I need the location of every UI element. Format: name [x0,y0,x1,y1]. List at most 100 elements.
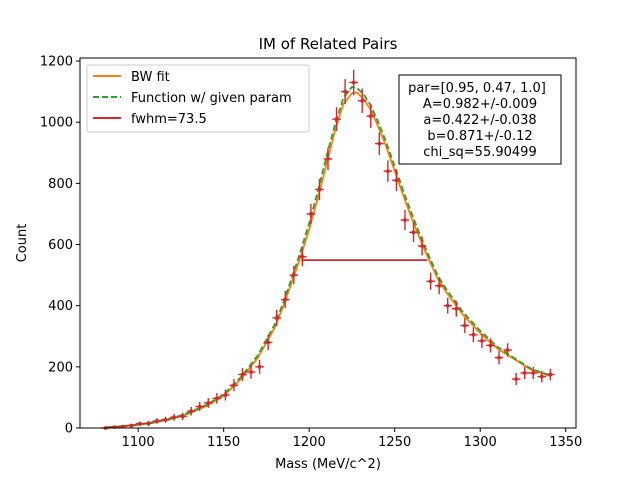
data-point-marker [343,90,347,94]
data-point-marker [420,244,424,248]
data-point [152,418,162,424]
x-tick-label: 1250 [378,435,411,450]
annotation-box [398,74,562,165]
data-point [238,368,247,381]
data-point [383,160,393,182]
data-point [315,178,324,201]
data-point [426,272,435,290]
data-point-marker [463,323,467,328]
data-point-marker [240,372,245,377]
annotation-line-par: par=[0.95, 0.47, 1.0] [408,81,546,96]
data-point [161,416,170,423]
data-point-marker [112,425,116,429]
data-point-marker [163,418,168,422]
given-param-curve [105,86,551,429]
data-point [434,277,444,295]
data-point [186,406,196,416]
x-tick-label: 1150 [207,435,240,450]
data-point-marker [283,297,287,302]
y-tick-label: 200 [48,360,73,375]
data-point [460,317,470,334]
data-point [357,88,367,114]
data-point [494,350,504,365]
data-point-marker [471,333,475,337]
x-tick-label: 1200 [293,435,326,450]
data-point [417,236,427,256]
data-point [204,398,213,408]
data-point [323,147,333,171]
data-point-marker [437,284,441,288]
data-point [400,209,410,231]
data-point-marker [369,114,373,118]
data-point [263,334,273,351]
data-point-marker [403,218,407,222]
data-point-marker [198,404,202,409]
data-point [503,343,512,357]
plot-area [101,69,555,430]
data-point [135,421,145,426]
data-point-marker [386,169,390,173]
data-point-marker [309,212,313,216]
data-point-marker [121,424,125,429]
legend-label-given-param: Function w/ given param [131,91,292,106]
data-point [409,222,418,243]
legend-box [86,64,310,133]
data-point-marker [540,375,544,379]
data-point [332,107,341,132]
data-point [255,359,264,374]
data-point [366,104,376,129]
annotation-line-chisq: chi_sq=55.90499 [423,145,536,160]
data-point-marker [360,99,364,103]
data-point [289,265,299,285]
data-point-marker [172,415,176,419]
y-axis: 0 200 400 600 800 1000 1200 [40,55,80,437]
data-point-marker [548,372,552,377]
data-point-marker [505,348,510,352]
data-point-marker [326,157,330,161]
data-point-marker [181,414,185,418]
data-point [349,69,358,96]
y-tick-label: 800 [48,177,73,192]
x-tick-label: 1350 [549,435,582,450]
data-point [229,379,239,392]
data-point-marker [317,187,322,192]
data-point [520,366,529,380]
data-point [280,291,290,309]
data-point [221,389,230,401]
plot-frame [79,57,577,429]
data-point [212,393,222,404]
data-point-marker [300,255,304,259]
data-point [306,203,316,225]
data-point-marker [232,383,236,387]
data-point-marker [257,365,262,369]
data-point [127,423,136,428]
data-point [375,132,384,155]
data-point [118,424,128,429]
x-axis: 1100 1150 1200 1250 1300 1350 [122,428,582,450]
data-point [537,370,547,383]
data-point-marker [223,393,227,397]
data-point [477,333,487,348]
data-point-marker [429,279,433,283]
data-point [272,309,281,327]
data-point-marker [138,422,142,426]
legend-label-bw-fit: BW fit [131,70,170,85]
y-tick-label: 0 [65,422,73,437]
y-tick-label: 1200 [40,55,73,70]
data-point-marker [129,423,133,428]
data-point [546,368,555,381]
y-tick-label: 400 [48,299,73,314]
y-axis-label: Count [15,224,30,263]
chart-title: IM of Related Pairs [259,35,398,53]
data-point-marker [523,371,527,375]
data-point [452,300,461,317]
legend-label-fwhm: fwhm=73.5 [131,112,207,127]
annotation-line-A: A=0.982+/-0.009 [423,97,537,112]
legend: BW fit Function w/ given param fwhm=73.5 [86,64,310,133]
data-point-marker [249,370,253,374]
x-tick-label: 1300 [464,435,497,450]
y-tick-label: 600 [48,238,73,253]
annotation-line-b: b=0.871+/-0.12 [427,129,532,144]
data-point [144,420,153,426]
